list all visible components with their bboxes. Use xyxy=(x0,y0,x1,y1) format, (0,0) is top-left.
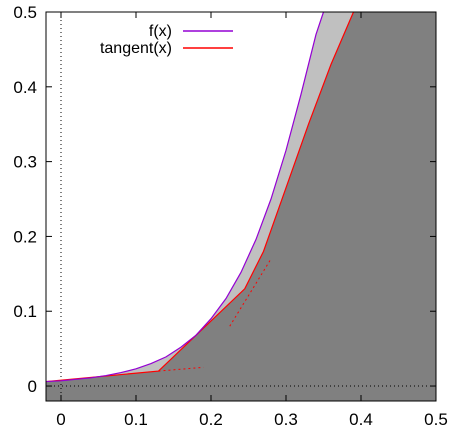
y-tick-label: 0.4 xyxy=(13,78,37,97)
legend-label-f: f(x) xyxy=(149,23,172,40)
legend-label-tangent: tangent(x) xyxy=(100,40,172,57)
x-tick-label: 0.4 xyxy=(349,410,373,429)
y-tick-label: 0.3 xyxy=(13,153,37,172)
x-tick-label: 0.1 xyxy=(124,410,148,429)
series-line-f xyxy=(45,11,325,383)
x-tick-label: 0.2 xyxy=(199,410,223,429)
zero-lines xyxy=(46,12,436,401)
plot-frame xyxy=(45,11,437,402)
y-tick-label: 0.5 xyxy=(13,3,37,22)
x-tick-label: 0.5 xyxy=(424,410,448,429)
axis-ticks: 0 0.1 0.2 0.3 0.4 0.5 0 0.1 0.2 0.3 0.4 0.5 xyxy=(13,3,447,429)
y-tick-label: 0.1 xyxy=(13,302,37,321)
legend: f(x) tangent(x) xyxy=(100,23,233,57)
fill-under-tangent xyxy=(46,12,436,401)
x-tick-label: 0 xyxy=(56,410,65,429)
x-tick-label: 0.3 xyxy=(274,410,298,429)
tangent-segment-1 xyxy=(229,258,272,327)
series-line-tangent xyxy=(45,11,355,383)
series-lines xyxy=(45,11,355,383)
y-tick-label: 0.2 xyxy=(13,227,37,246)
y-tick-label: 0 xyxy=(28,377,37,396)
fill-areas xyxy=(46,12,436,401)
